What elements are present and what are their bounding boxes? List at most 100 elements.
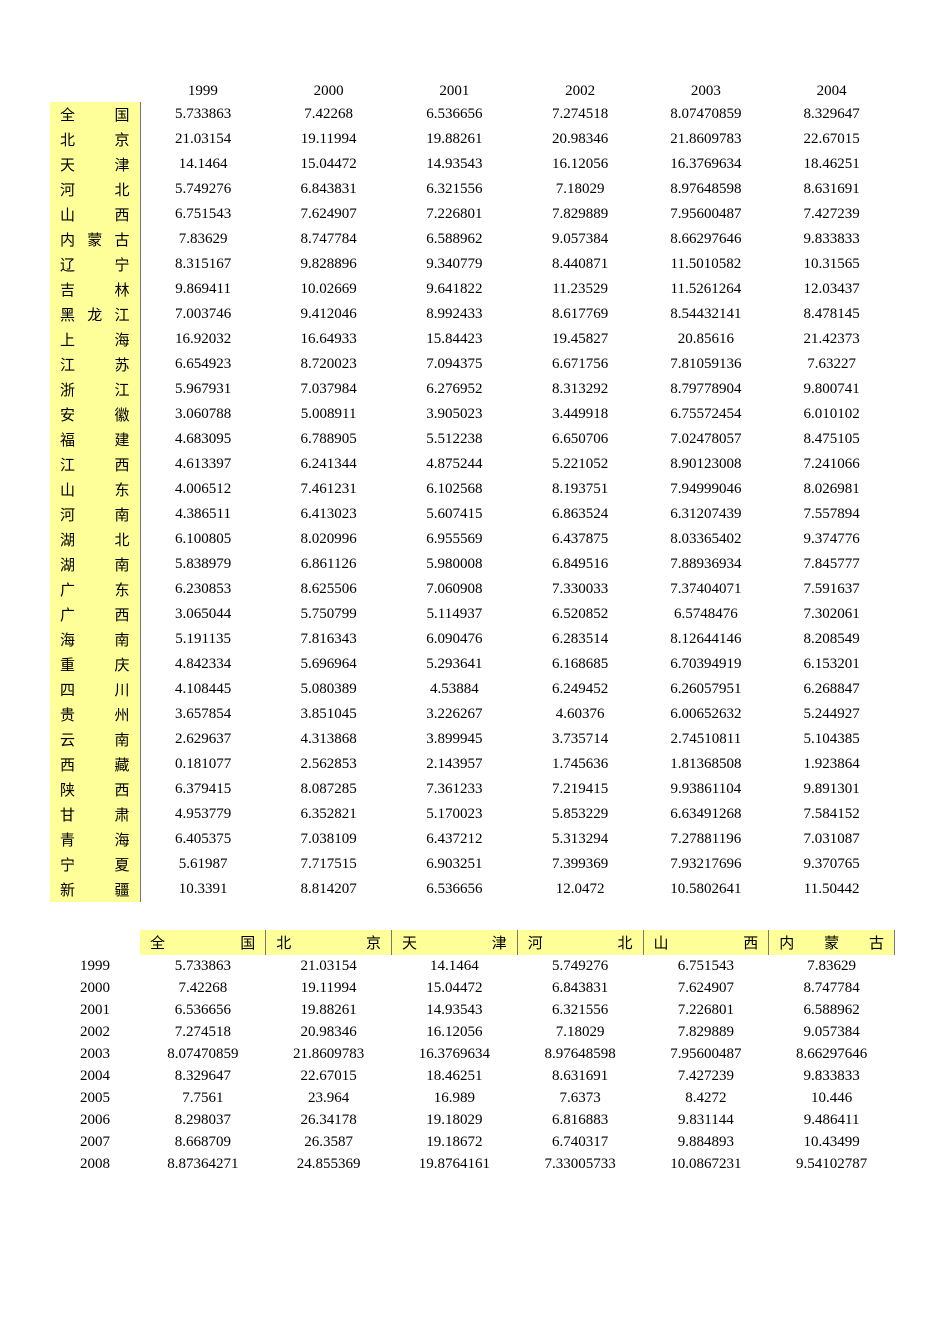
cell-value: 8.54432141 — [643, 302, 769, 327]
region-label: 天 津 — [50, 152, 140, 177]
cell-value: 7.37404071 — [643, 577, 769, 602]
cell-value: 4.60376 — [517, 702, 643, 727]
cell-value: 6.903251 — [392, 852, 518, 877]
cell-value: 8.668709 — [140, 1131, 266, 1153]
cell-value: 3.226267 — [392, 702, 518, 727]
region-label: 新 疆 — [50, 877, 140, 902]
table-row: 全 国5.7338637.422686.5366567.2745188.0747… — [50, 102, 895, 127]
cell-value: 4.953779 — [140, 802, 266, 827]
cell-value: 4.53884 — [392, 677, 518, 702]
table1-header-row: 1999 2000 2001 2002 2003 2004 — [50, 80, 895, 102]
region-label: 内蒙古 — [50, 227, 140, 252]
cell-value: 6.321556 — [392, 177, 518, 202]
table-row: 云 南2.6296374.3138683.8999453.7357142.745… — [50, 727, 895, 752]
col-year: 1999 — [140, 80, 266, 102]
cell-value: 6.843831 — [517, 977, 643, 999]
cell-value: 19.45827 — [517, 327, 643, 352]
region-by-year-table: 1999 2000 2001 2002 2003 2004 全 国5.73386… — [50, 80, 895, 902]
cell-value: 5.853229 — [517, 802, 643, 827]
cell-value: 19.88261 — [392, 127, 518, 152]
cell-value: 2.562853 — [266, 752, 392, 777]
cell-value: 6.536656 — [140, 999, 266, 1021]
region-label: 山 东 — [50, 477, 140, 502]
table1-corner — [50, 80, 140, 102]
cell-value: 9.370765 — [769, 852, 895, 877]
cell-value: 8.631691 — [769, 177, 895, 202]
cell-value: 22.67015 — [266, 1065, 392, 1087]
cell-value: 8.315167 — [140, 252, 266, 277]
cell-value: 6.321556 — [517, 999, 643, 1021]
region-label: 河 北 — [50, 177, 140, 202]
cell-value: 5.008911 — [266, 402, 392, 427]
cell-value: 5.221052 — [517, 452, 643, 477]
table-row: 陕 西6.3794158.0872857.3612337.2194159.938… — [50, 777, 895, 802]
cell-value: 8.97648598 — [643, 177, 769, 202]
cell-value: 6.863524 — [517, 502, 643, 527]
cell-value: 9.057384 — [769, 1021, 895, 1043]
region-label: 宁 夏 — [50, 852, 140, 877]
table-row: 北 京21.0315419.1199419.8826120.9834621.86… — [50, 127, 895, 152]
cell-value: 9.891301 — [769, 777, 895, 802]
region-label: 云 南 — [50, 727, 140, 752]
cell-value: 19.11994 — [266, 127, 392, 152]
cell-value: 6.26057951 — [643, 677, 769, 702]
region-label: 安 徽 — [50, 402, 140, 427]
region-label: 福 建 — [50, 427, 140, 452]
table2-corner — [50, 930, 140, 955]
cell-value: 16.12056 — [517, 152, 643, 177]
cell-value: 7.27881196 — [643, 827, 769, 852]
cell-value: 24.855369 — [266, 1153, 392, 1175]
cell-value: 2.629637 — [140, 727, 266, 752]
cell-value: 8.298037 — [140, 1109, 266, 1131]
cell-value: 11.5261264 — [643, 277, 769, 302]
cell-value: 9.800741 — [769, 377, 895, 402]
region-label: 江 苏 — [50, 352, 140, 377]
year-label: 2007 — [50, 1131, 140, 1153]
cell-value: 3.851045 — [266, 702, 392, 727]
cell-value: 19.11994 — [266, 977, 392, 999]
cell-value: 4.875244 — [392, 452, 518, 477]
cell-value: 7.95600487 — [643, 202, 769, 227]
cell-value: 6.588962 — [392, 227, 518, 252]
cell-value: 8.747784 — [266, 227, 392, 252]
cell-value: 5.607415 — [392, 502, 518, 527]
cell-value: 23.964 — [266, 1087, 392, 1109]
cell-value: 10.3391 — [140, 877, 266, 902]
cell-value: 5.104385 — [769, 727, 895, 752]
region-label: 湖 南 — [50, 552, 140, 577]
cell-value: 6.413023 — [266, 502, 392, 527]
cell-value: 7.241066 — [769, 452, 895, 477]
table-row: 河 南4.3865116.4130235.6074156.8635246.312… — [50, 502, 895, 527]
spacer — [50, 902, 895, 930]
cell-value: 8.97648598 — [517, 1043, 643, 1065]
cell-value: 8.07470859 — [140, 1043, 266, 1065]
table-row: 辽 宁8.3151679.8288969.3407798.44087111.50… — [50, 252, 895, 277]
cell-value: 6.816883 — [517, 1109, 643, 1131]
cell-value: 8.625506 — [266, 577, 392, 602]
cell-value: 8.87364271 — [140, 1153, 266, 1175]
table-row: 江 西4.6133976.2413444.8752445.2210528.901… — [50, 452, 895, 477]
cell-value: 7.427239 — [769, 202, 895, 227]
region-label: 广 东 — [50, 577, 140, 602]
region-label: 陕 西 — [50, 777, 140, 802]
region-label: 黑龙江 — [50, 302, 140, 327]
cell-value: 20.98346 — [266, 1021, 392, 1043]
cell-value: 9.54102787 — [769, 1153, 895, 1175]
cell-value: 7.037984 — [266, 377, 392, 402]
cell-value: 8.12644146 — [643, 627, 769, 652]
cell-value: 7.93217696 — [643, 852, 769, 877]
table-row: 湖 南5.8389796.8611265.9800086.8495167.889… — [50, 552, 895, 577]
year-label: 2005 — [50, 1087, 140, 1109]
cell-value: 8.478145 — [769, 302, 895, 327]
cell-value: 19.18672 — [392, 1131, 518, 1153]
cell-value: 16.3769634 — [643, 152, 769, 177]
region-label: 广 西 — [50, 602, 140, 627]
cell-value: 9.833833 — [769, 227, 895, 252]
cell-value: 7.274518 — [517, 102, 643, 127]
cell-value: 7.88936934 — [643, 552, 769, 577]
table-row: 20048.32964722.6701518.462518.6316917.42… — [50, 1065, 895, 1087]
cell-value: 21.03154 — [140, 127, 266, 152]
region-label: 辽 宁 — [50, 252, 140, 277]
cell-value: 15.04472 — [392, 977, 518, 999]
year-label: 2003 — [50, 1043, 140, 1065]
